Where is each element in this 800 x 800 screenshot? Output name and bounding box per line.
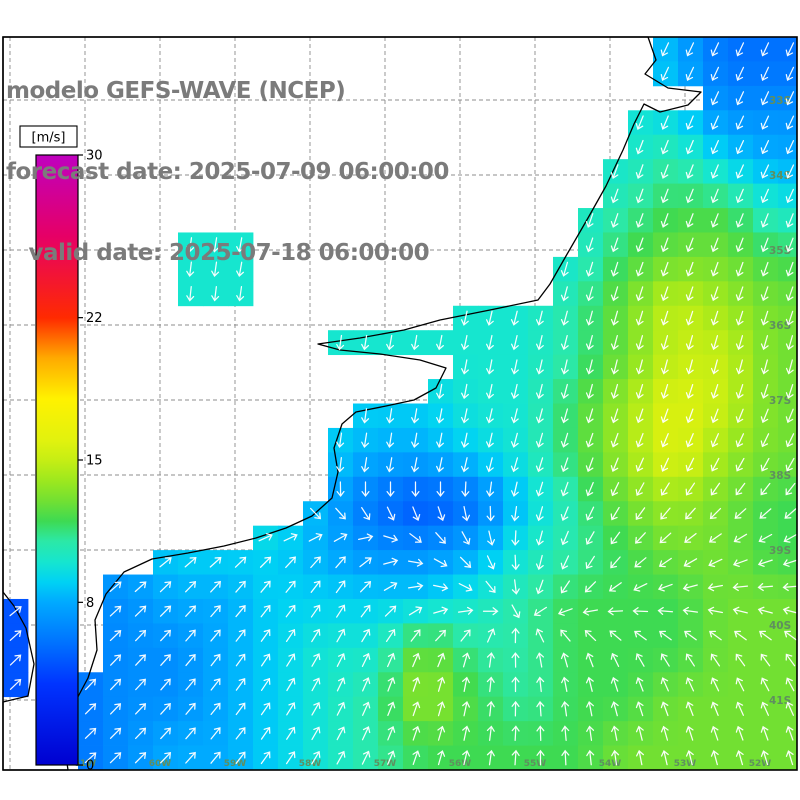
lon-label: 52W <box>749 759 772 769</box>
colorbar-tick-label: 0 <box>86 759 94 774</box>
lon-label: 57W <box>374 759 397 769</box>
lat-label: 34S <box>769 170 791 182</box>
lat-label: 41S <box>769 695 791 707</box>
colorbar-tick-label: 8 <box>86 596 94 611</box>
latitude-labels: 33S 34S 35S 36S 37S 38S 39S 40S 41S <box>769 95 791 707</box>
lat-label: 35S <box>769 245 791 257</box>
lon-label: 54W <box>599 759 622 769</box>
lon-label: 59W <box>224 759 247 769</box>
lon-label: 53W <box>674 759 697 769</box>
lat-label: 39S <box>769 545 791 557</box>
lat-label: 36S <box>769 320 791 332</box>
colorbar-unit-label: [m/s] <box>32 131 66 146</box>
lon-label: 58W <box>299 759 322 769</box>
title-block: modelo GEFS-WAVE (NCEP) forecast date: 2… <box>6 24 449 321</box>
lat-label: 33S <box>769 95 791 107</box>
colorbar-tick-label: 15 <box>86 454 103 469</box>
colorbar-unit-box <box>19 125 78 148</box>
colorbar: 30 22 15 8 0 [m/s] <box>19 125 103 774</box>
colorbar-tick-label: 22 <box>86 311 103 326</box>
lon-label: 56W <box>449 759 472 769</box>
valid-date-line: valid date: 2025-07-18 06:00:00 <box>6 240 430 266</box>
lon-label: 60W <box>149 759 172 769</box>
model-title: modelo GEFS-WAVE (NCEP) <box>6 78 346 104</box>
lon-label: 55W <box>524 759 547 769</box>
map-frame <box>2 36 798 771</box>
lon-label: 61W <box>74 759 97 769</box>
longitude-labels: 61W 60W 59W 58W 57W 56W 55W 54W 53W 52W <box>74 759 772 769</box>
colorbar-tick-label: 30 <box>86 149 103 164</box>
lat-label: 40S <box>769 620 791 632</box>
forecast-date-line: forecast date: 2025-07-09 06:00:00 <box>6 159 449 185</box>
lat-label: 37S <box>769 395 791 407</box>
lat-label: 38S <box>769 470 791 482</box>
direction-arrows-layer <box>9 42 797 766</box>
